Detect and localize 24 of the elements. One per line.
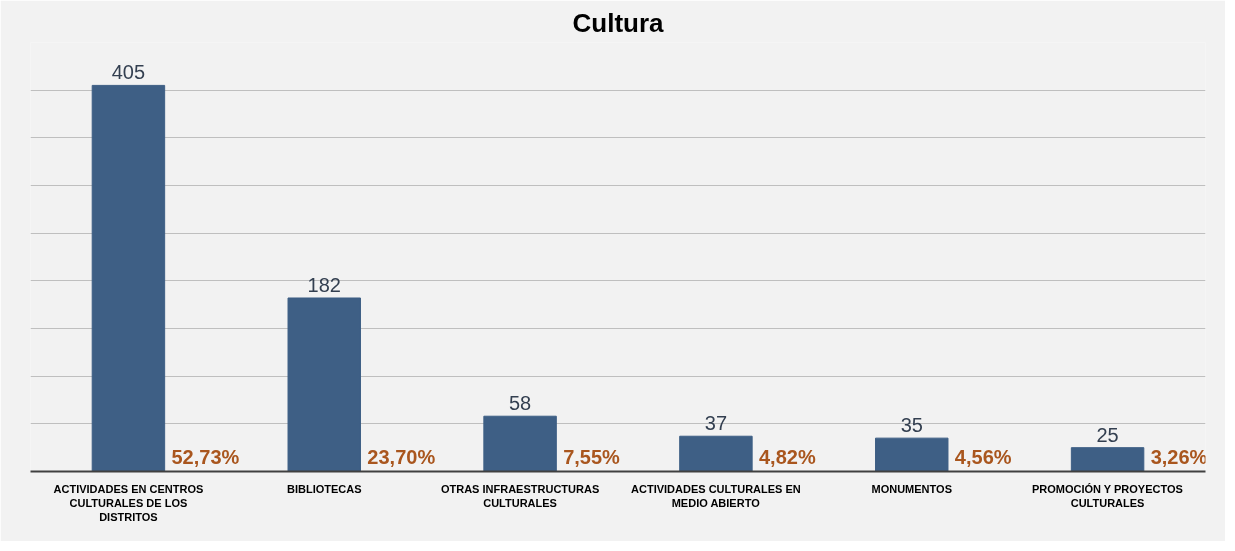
annotation: 7,55%	[563, 445, 621, 468]
x-tick-label: PROMOCIÓN Y PROYECTOS CULTURALES	[1031, 482, 1183, 509]
chart-title: Cultura	[572, 7, 665, 38]
annotation: 4,82%	[759, 445, 816, 468]
x-tick-label: ACTIVIDADES EN CENTROS CULTURALES DE LOS DISTRITOS	[53, 482, 204, 524]
bar	[875, 437, 949, 472]
data-label: 37	[704, 412, 728, 435]
annotation: 23,70%	[367, 445, 436, 468]
bar	[483, 415, 557, 472]
x-tick-label: MONUMENTOS	[871, 482, 952, 495]
data-label: 182	[307, 273, 341, 296]
data-label: 405	[111, 61, 146, 84]
data-label: 58	[508, 392, 532, 415]
annotation: 4,56%	[954, 445, 1012, 468]
x-tick-label: ACTIVIDADES CULTURALES EN MEDIO ABIERTO	[631, 482, 801, 509]
bar	[287, 297, 361, 472]
x-tick-label: OTRAS INFRAESTRUCTURAS CULTURALES	[440, 482, 600, 509]
bar	[91, 84, 166, 472]
bar	[1070, 447, 1145, 472]
annotation: 52,73%	[171, 445, 240, 468]
x-tick-label: BIBLIOTECAS	[286, 482, 362, 495]
data-label: 25	[1096, 423, 1119, 446]
data-label: 35	[900, 414, 923, 437]
bar	[679, 435, 753, 472]
